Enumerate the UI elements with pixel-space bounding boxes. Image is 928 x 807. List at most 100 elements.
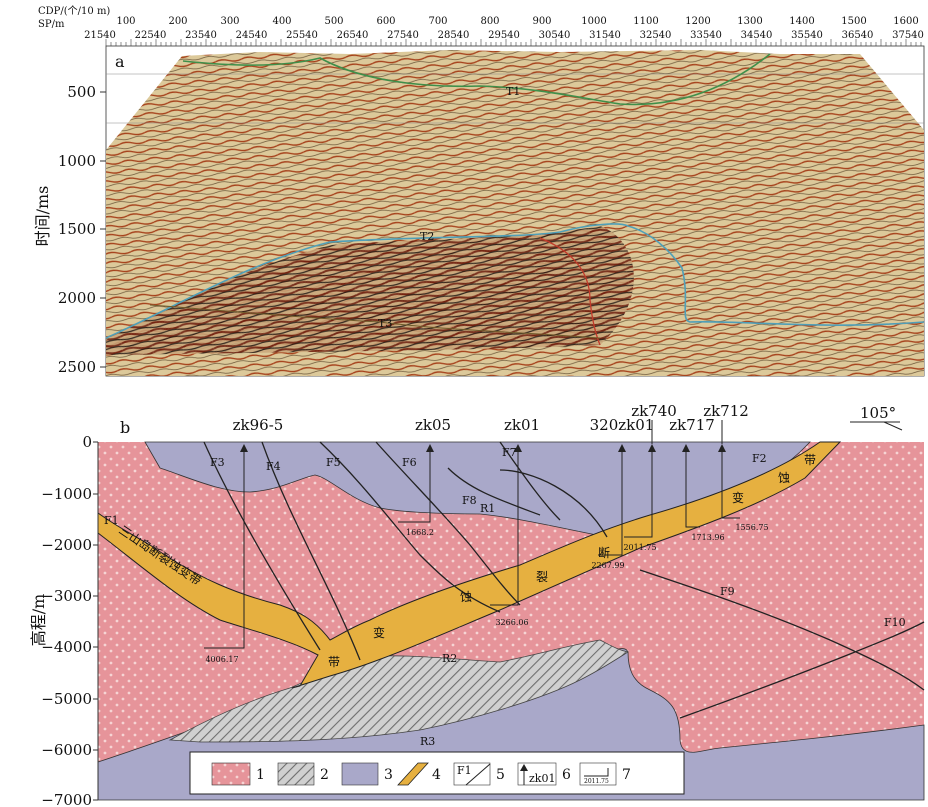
legend-fault-sample: F1 (457, 764, 472, 777)
sp-tick-label: 27540 (387, 30, 419, 41)
horizon-label-t2: T2 (420, 230, 434, 243)
fault-label: F3 (210, 456, 225, 469)
legend-well-sample: zk01 (529, 772, 555, 785)
alteration-zone-char: 带 (328, 655, 340, 669)
well-label: zk712 (703, 402, 749, 420)
sp-tick-label: 23540 (185, 30, 217, 41)
legend-label-2: 2 (320, 767, 329, 783)
unit-label: R2 (442, 652, 457, 665)
depth-label: 2267.99 (591, 561, 624, 570)
legend-swatch-well (517, 762, 557, 786)
sp-tick-label: 32540 (640, 30, 672, 41)
legend-label-7: 7 (622, 767, 631, 783)
fault-label: F2 (752, 452, 767, 465)
panel-b-y-tick-label: 0 (82, 433, 92, 451)
panel-a-y-tick-label: 1500 (58, 220, 96, 238)
sp-tick-label: 35540 (791, 30, 823, 41)
sp-tick-label: 33540 (690, 30, 722, 41)
alteration-zone-char: 变 (732, 490, 744, 505)
legend-label-4: 4 (432, 767, 441, 783)
panel-b-y-tick-label: −5000 (41, 690, 92, 708)
cdp-tick-label: 600 (376, 16, 395, 27)
sp-tick-labels: 21540 22540 23540 24540 25540 26540 27540 28540… (84, 30, 924, 41)
panel-b-y-title: 高程/m (29, 594, 48, 647)
unit-labels: R1 R2 R3 (420, 502, 495, 748)
fault-label: F5 (326, 456, 341, 469)
horizon-t1 (182, 53, 771, 106)
panel-a-label: a (115, 52, 125, 71)
legend-label-3: 3 (384, 767, 393, 783)
legend-swatch-gneiss (341, 762, 379, 786)
panel-a-y-tick-label: 2000 (58, 289, 96, 307)
horizon-t2 (105, 223, 925, 339)
panel-a: CDP/(个/10 m) SP/m 100 200 300 400 500 600 700 8… (33, 5, 925, 377)
legend-depth-sample: 2011.75 (584, 778, 609, 785)
fault-label: F10 (884, 616, 906, 629)
fault-label: F8 (462, 494, 477, 507)
cdp-tick-label: 400 (272, 16, 291, 27)
well-arrow-icon (648, 444, 656, 452)
horizon-label-t1: T1 (506, 85, 520, 98)
cdp-tick-label: 1100 (633, 16, 658, 27)
unit-label: R3 (420, 735, 435, 748)
sp-tick-label: 30540 (539, 30, 571, 41)
alteration-zone-char: 裂 (536, 570, 548, 584)
alteration-zone-char: 断 (598, 545, 610, 560)
cdp-tick-label: 300 (220, 16, 239, 27)
cdp-tick-label: 500 (324, 16, 343, 27)
sp-tick-label: 37540 (892, 30, 924, 41)
sp-axis-title: SP/m (38, 19, 65, 30)
panel-b-y-axis: 0 −1000 −2000 −3000 −4000 −5000 −6000 −7000 (41, 433, 99, 807)
alteration-zone-char: 蚀 (460, 590, 472, 604)
panel-b-y-tick-label: −1000 (41, 485, 92, 503)
well-arrows (240, 420, 726, 452)
horizon-t3 (149, 304, 601, 339)
legend: 1 2 3 4 F1 5 zk01 6 2011.75 7 (189, 751, 685, 795)
cdp-tick-label: 1600 (893, 16, 918, 27)
depth-label: 3266.06 (495, 618, 528, 627)
panel-b-y-tick-label: −6000 (41, 741, 92, 759)
fault-label: F4 (266, 460, 281, 473)
legend-label-6: 6 (562, 767, 571, 783)
cdp-tick-labels: 100 200 300 400 500 600 700 800 900 1000 1100 1200 1… (116, 16, 918, 27)
alteration-zone-char: 带 (804, 453, 816, 467)
well-arrow-icon (682, 444, 690, 452)
well-label: zk717 (669, 416, 715, 434)
well-lines (204, 450, 740, 649)
depth-label: 2011.75 (623, 543, 656, 552)
cdp-tick-label: 1200 (685, 16, 710, 27)
cdp-tick-label: 900 (532, 16, 551, 27)
fault-label: F9 (720, 585, 735, 598)
depth-label: 1713.96 (691, 533, 724, 542)
panel-a-y-tick-label: 500 (67, 83, 96, 101)
panel-b-y-tick-label: −7000 (41, 791, 92, 807)
sp-tick-label: 21540 (84, 30, 116, 41)
fault-lines (203, 441, 925, 719)
horizon-label-t3: T3 (378, 317, 392, 330)
sp-tick-label: 26540 (337, 30, 369, 41)
depth-label: 4006.17 (205, 655, 238, 664)
well-arrow-icon (718, 444, 726, 452)
sp-tick-label: 31540 (589, 30, 621, 41)
panel-b: b 105° zk96-5 zk05 zk01 320zk01zk740zk717zk… (29, 402, 925, 807)
alteration-zone-char: 变 (373, 625, 385, 640)
sp-tick-label: 22540 (135, 30, 167, 41)
panel-a-y-title: 时间/ms (33, 186, 52, 247)
azimuth-label: 105° (860, 404, 896, 422)
horizon-red (539, 237, 601, 346)
well-label: zk01 (504, 416, 540, 434)
well-arrow-icon (240, 444, 248, 452)
sp-tick-label: 36540 (842, 30, 874, 41)
fault-label: F7 (502, 446, 517, 459)
fault-label: F6 (402, 456, 417, 469)
cdp-tick-label: 1400 (789, 16, 814, 27)
sp-tick-label: 25540 (286, 30, 318, 41)
alteration-zone-char: 蚀 (778, 471, 790, 485)
legend-swatch-granite (211, 762, 251, 786)
legend-swatch-hatch (277, 762, 315, 786)
legend-label-1: 1 (256, 767, 265, 783)
panel-b-y-tick-label: −4000 (41, 638, 92, 656)
cdp-axis-title: CDP/(个/10 m) (38, 5, 110, 17)
depth-label: 1668.2 (406, 528, 434, 537)
